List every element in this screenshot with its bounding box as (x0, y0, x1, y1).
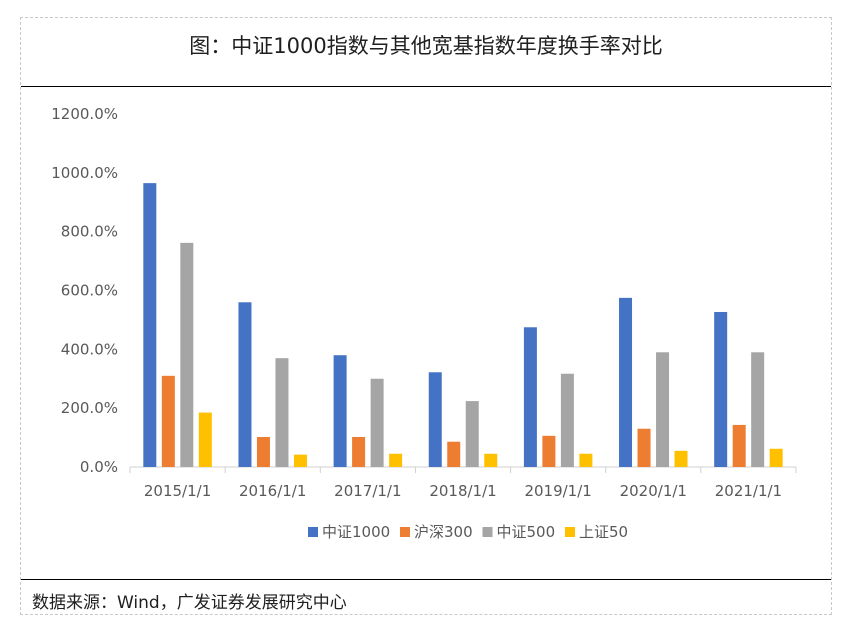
x-axis: 2015/1/1 2016/1/1 2017/1/1 2018/1/1 2019/1/1… (129, 466, 797, 500)
bar (428, 372, 442, 467)
bar (370, 378, 384, 467)
bar (389, 453, 403, 467)
bar (714, 311, 728, 467)
bar (161, 375, 175, 467)
y-tick-label: 1000.0% (51, 164, 118, 182)
x-tick-label: 2016/1/1 (239, 482, 306, 500)
bar (674, 450, 688, 467)
source-note: 数据来源：Wind，广发证券发展研究中心 (32, 593, 347, 613)
bar (180, 242, 194, 467)
legend: 中证1000 沪深300 中证500 上证50 (308, 523, 628, 541)
bar (769, 448, 783, 467)
bar (198, 412, 212, 467)
y-tick-label: 200.0% (61, 399, 118, 417)
legend-label: 中证1000 (322, 523, 390, 541)
bar-series (143, 183, 783, 468)
legend-swatch (565, 527, 575, 537)
y-tick-label: 400.0% (61, 340, 118, 358)
bar (484, 453, 498, 467)
bar (637, 428, 651, 467)
x-tick-label: 2019/1/1 (524, 482, 591, 500)
bar (751, 352, 765, 467)
y-axis: 0.0% 200.0% 400.0% 600.0% 800.0% 1000.0% 1200.… (51, 105, 118, 476)
bar (523, 327, 537, 467)
legend-label: 中证500 (497, 523, 556, 541)
bar (465, 401, 479, 467)
bar (143, 183, 157, 468)
legend-label: 沪深300 (414, 523, 473, 541)
bar (560, 373, 574, 467)
y-tick-label: 0.0% (80, 458, 118, 476)
x-tick-label: 2021/1/1 (715, 482, 782, 500)
y-tick-label: 1200.0% (51, 105, 118, 123)
bar (256, 436, 270, 467)
legend-swatch (400, 527, 410, 537)
x-tick-label: 2018/1/1 (429, 482, 496, 500)
x-tick-label: 2015/1/1 (144, 482, 211, 500)
legend-label: 上证50 (579, 523, 628, 541)
title-divider (21, 86, 831, 87)
bar (293, 454, 307, 467)
x-tick-label: 2020/1/1 (620, 482, 687, 500)
bar (352, 436, 366, 467)
y-tick-label: 600.0% (61, 282, 118, 300)
chart-title: 图：中证1000指数与其他宽基指数年度换手率对比 (189, 34, 663, 58)
bar (656, 352, 670, 467)
bar (275, 358, 289, 467)
chart-frame (20, 17, 832, 615)
bar (542, 435, 556, 467)
legend-swatch (308, 527, 318, 537)
bar (732, 424, 746, 467)
legend-swatch (482, 527, 493, 537)
source-divider (21, 579, 831, 580)
x-tick-label: 2017/1/1 (334, 482, 401, 500)
bar (619, 297, 633, 467)
y-tick-label: 800.0% (61, 223, 118, 241)
bar (238, 302, 252, 467)
bar (579, 453, 593, 467)
bar (447, 441, 461, 467)
bar (333, 355, 347, 467)
